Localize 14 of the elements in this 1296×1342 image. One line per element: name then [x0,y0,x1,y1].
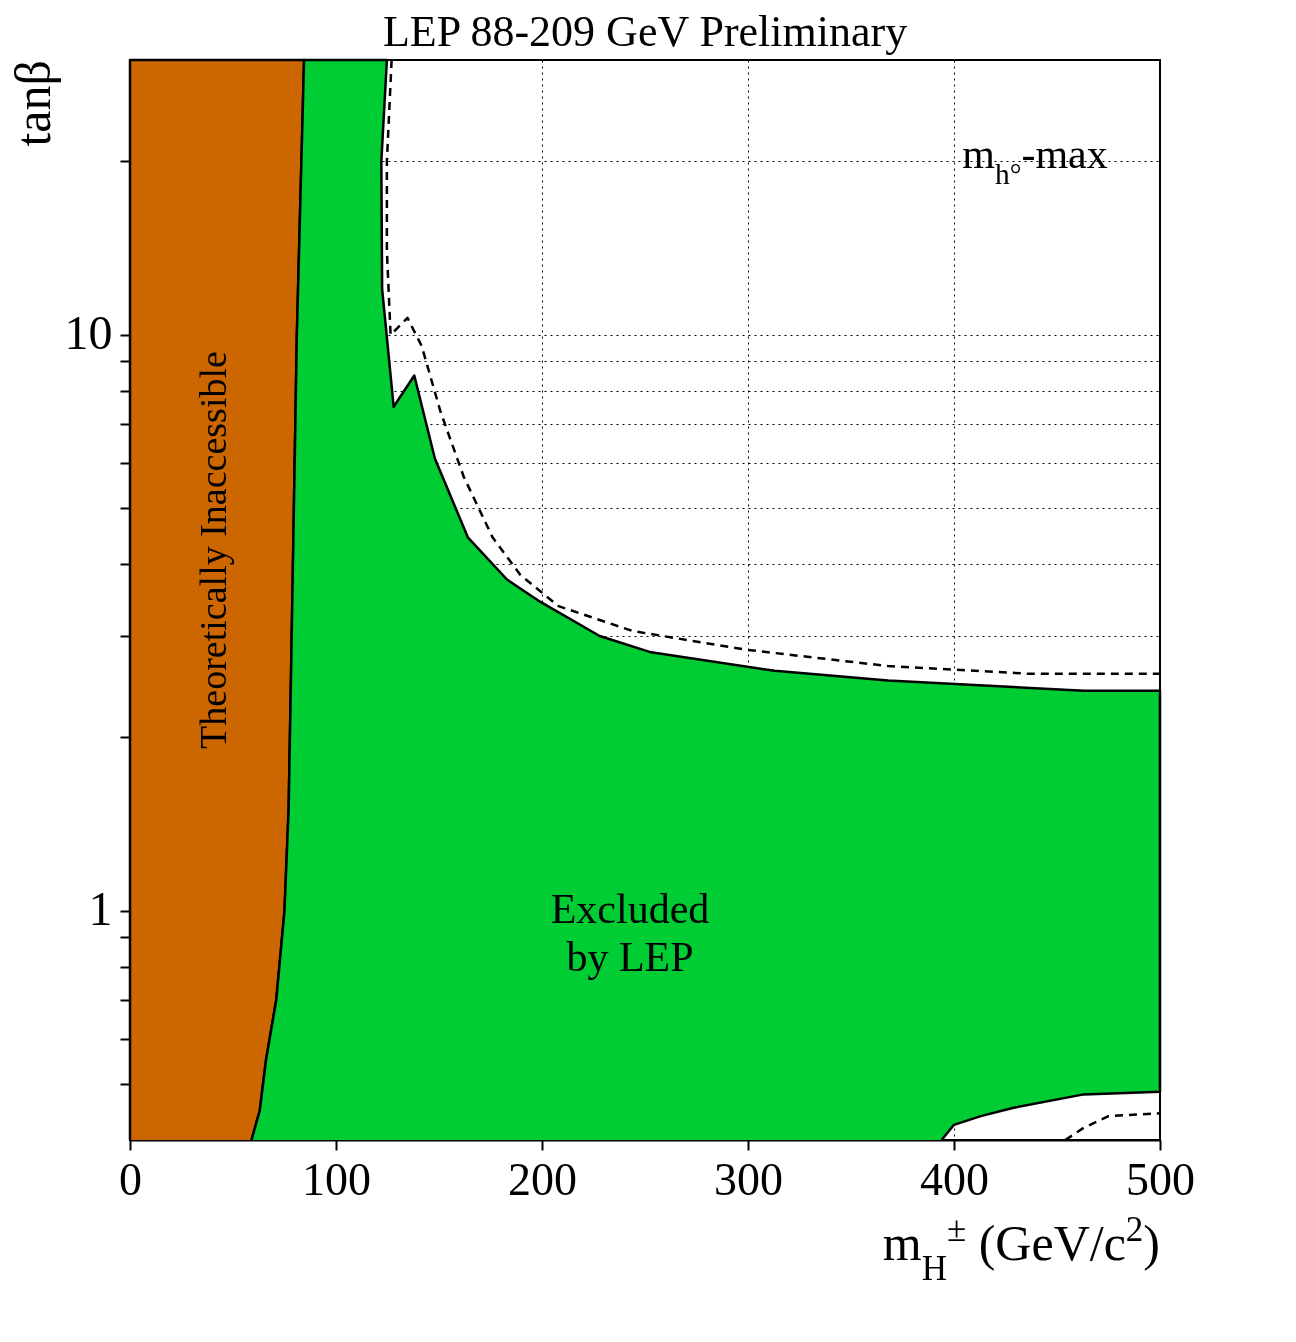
chart-title: LEP 88-209 GeV Preliminary [382,6,908,56]
annotation: Theoretically Inaccessible [192,351,234,749]
y-tick-label: 10 [64,306,113,360]
x-axis-title: m$_{H}$$^{±}$ (GeV/c$^{2}$) [882,1209,1160,1288]
y-tick-label: 1 [88,882,113,936]
x-tick-label: 400 [920,1153,989,1205]
annotation: m$_{h°}$-max [962,131,1108,190]
y-axis-title: tanβ [5,60,61,147]
annotation: Excluded by LEP [550,886,710,981]
x-tick-label: 500 [1126,1153,1195,1205]
x-tick-label: 200 [508,1153,577,1205]
x-tick-label: 300 [714,1153,783,1205]
x-tick-label: 0 [119,1153,142,1205]
x-tick-label: 100 [302,1153,371,1205]
